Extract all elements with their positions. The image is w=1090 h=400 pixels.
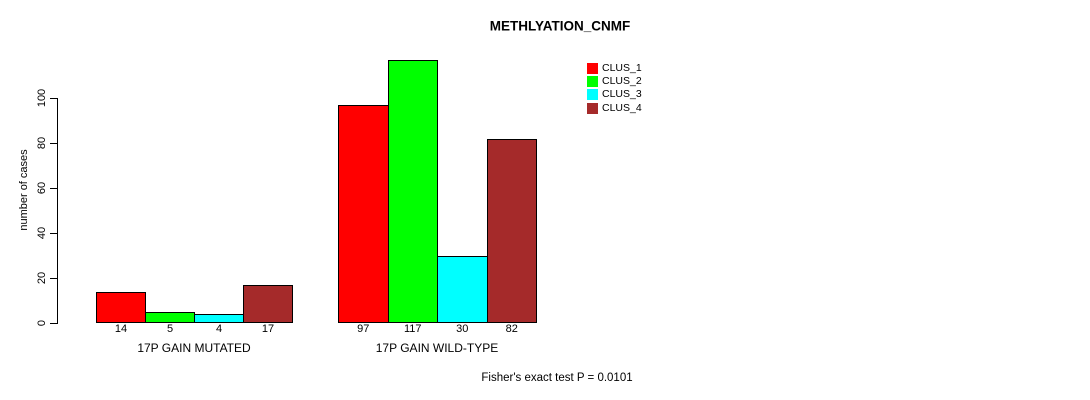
y-tick-label: 80 (36, 136, 48, 150)
y-tick-label: 40 (36, 226, 48, 240)
legend-swatch-clus-3 (587, 89, 598, 101)
legend-label: CLUS_4 (602, 101, 642, 114)
chart-title: METHLYATION_CNMF (489, 18, 631, 34)
y-tick-label: 20 (36, 271, 48, 285)
bar-value-label: 14 (114, 323, 128, 335)
bar-value-label: 97 (357, 323, 370, 335)
bar-clus-1-group-1 (96, 291, 146, 323)
y-axis-line (57, 98, 58, 323)
y-axis-tick (50, 142, 58, 144)
bar-clus-3-group-2 (437, 255, 488, 323)
y-tick-label: 100 (36, 88, 48, 108)
y-axis-tick (50, 97, 58, 99)
bar-value-label: 117 (403, 323, 422, 335)
bar-clus-4-group-1 (243, 284, 293, 323)
y-axis-tick (50, 322, 58, 324)
bar-clus-1-group-2 (338, 104, 389, 323)
bar-value-label: 5 (166, 323, 174, 335)
bar-value-label: 30 (456, 323, 469, 335)
y-axis-label: number of cases (18, 149, 30, 231)
legend-label: CLUS_2 (602, 75, 642, 88)
x-category-label: 17P GAIN MUTATED (137, 341, 251, 355)
y-axis-tick (50, 187, 58, 189)
bar-value-label: 4 (215, 323, 223, 335)
y-tick-label: 0 (36, 319, 48, 327)
bar-clus-2-group-2 (387, 59, 438, 323)
legend-swatch-clus-2 (587, 76, 598, 88)
bar-clus-3-group-1 (194, 314, 244, 323)
bar-value-label: 17 (261, 323, 275, 335)
legend-swatch-clus-1 (587, 63, 598, 74)
bar-clus-2-group-1 (145, 311, 195, 323)
y-axis-tick (50, 232, 58, 234)
bar-value-label: 82 (505, 323, 518, 335)
fisher-test-annotation: Fisher's exact test P = 0.0101 (481, 372, 633, 384)
x-category-label: 17P GAIN WILD-TYPE (375, 341, 499, 355)
bar-clus-4-group-2 (486, 138, 537, 323)
legend-label: CLUS_1 (602, 62, 642, 74)
y-axis-tick (50, 277, 58, 279)
legend-swatch-clus-4 (587, 102, 598, 114)
y-tick-label: 60 (36, 181, 48, 195)
legend-label: CLUS_3 (602, 88, 642, 101)
